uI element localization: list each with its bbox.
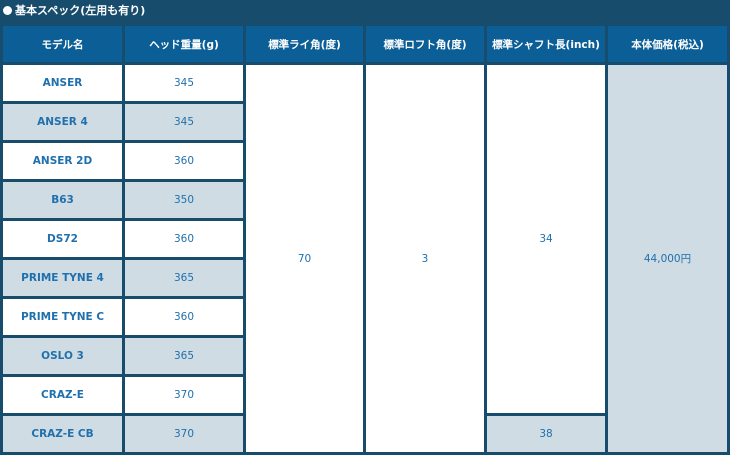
model-name-cell: CRAZ-E — [3, 377, 122, 413]
head-weight-cell: 370 — [125, 377, 243, 413]
column-header: ヘッド重量(g) — [125, 26, 243, 62]
column-header: モデル名 — [3, 26, 122, 62]
model-name-cell: ANSER — [3, 65, 122, 101]
section-title-text: 基本スペック(左用も有り) — [15, 4, 146, 17]
head-weight-cell: 360 — [125, 299, 243, 335]
head-weight-cell: 365 — [125, 338, 243, 374]
head-weight-cell: 360 — [125, 221, 243, 257]
head-weight-cell: 350 — [125, 182, 243, 218]
head-weight-cell: 365 — [125, 260, 243, 296]
model-name-cell: DS72 — [3, 221, 122, 257]
section-title: 基本スペック(左用も有り) — [3, 2, 145, 22]
column-header: 標準ライ角(度) — [246, 26, 363, 62]
head-weight-cell: 370 — [125, 416, 243, 452]
price-cell: 44,000円 — [608, 65, 727, 452]
head-weight-cell: 345 — [125, 104, 243, 140]
loft-angle-cell: 3 — [366, 65, 484, 452]
column-header: 標準ロフト角(度) — [366, 26, 484, 62]
bullet-icon — [3, 6, 12, 15]
shaft-length-craze-cb-cell: 38 — [487, 416, 605, 452]
column-header: 標準シャフト長(inch) — [487, 26, 605, 62]
model-name-cell: PRIME TYNE 4 — [3, 260, 122, 296]
column-header: 本体価格(税込) — [608, 26, 727, 62]
spec-table-panel: 基本スペック(左用も有り) モデル名 ヘッド重量(g) 標準ライ角(度) 標準ロフト角… — [0, 0, 730, 455]
head-weight-cell: 345 — [125, 65, 243, 101]
model-name-cell: ANSER 2D — [3, 143, 122, 179]
head-weight-cell: 360 — [125, 143, 243, 179]
model-name-cell: CRAZ-E CB — [3, 416, 122, 452]
lie-angle-cell: 70 — [246, 65, 363, 452]
shaft-length-cell: 34 — [487, 65, 605, 413]
model-name-cell: B63 — [3, 182, 122, 218]
spec-table: モデル名 ヘッド重量(g) 標準ライ角(度) 標準ロフト角(度) 標準シャフト長(inc… — [3, 26, 727, 452]
model-name-cell: ANSER 4 — [3, 104, 122, 140]
model-name-cell: PRIME TYNE C — [3, 299, 122, 335]
model-name-cell: OSLO 3 — [3, 338, 122, 374]
